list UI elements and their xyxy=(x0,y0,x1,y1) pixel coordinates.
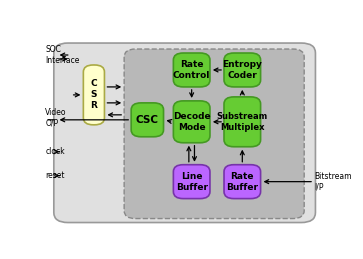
Text: Video
O/P: Video O/P xyxy=(45,108,67,127)
FancyBboxPatch shape xyxy=(174,53,210,87)
Text: C
S
R: C S R xyxy=(90,79,97,111)
Text: clock: clock xyxy=(45,147,65,156)
Text: Entropy
Coder: Entropy Coder xyxy=(223,60,262,80)
FancyBboxPatch shape xyxy=(54,43,315,222)
FancyBboxPatch shape xyxy=(124,49,304,219)
FancyBboxPatch shape xyxy=(83,65,105,125)
FancyBboxPatch shape xyxy=(224,97,261,147)
Text: Decode
Mode: Decode Mode xyxy=(173,112,211,132)
Text: Substream
Multiplex: Substream Multiplex xyxy=(217,112,268,132)
FancyBboxPatch shape xyxy=(131,103,163,137)
Text: Line
Buffer: Line Buffer xyxy=(176,172,208,192)
FancyBboxPatch shape xyxy=(224,53,261,87)
FancyBboxPatch shape xyxy=(174,101,210,143)
FancyBboxPatch shape xyxy=(224,165,261,199)
Text: Bitstream
I/P: Bitstream I/P xyxy=(314,172,351,191)
Text: SOC
Interface: SOC Interface xyxy=(45,45,80,65)
Text: Rate
Control: Rate Control xyxy=(173,60,210,80)
Text: Rate
Buffer: Rate Buffer xyxy=(226,172,258,192)
FancyBboxPatch shape xyxy=(174,165,210,199)
Text: reset: reset xyxy=(45,171,65,180)
Text: CSC: CSC xyxy=(136,115,159,125)
